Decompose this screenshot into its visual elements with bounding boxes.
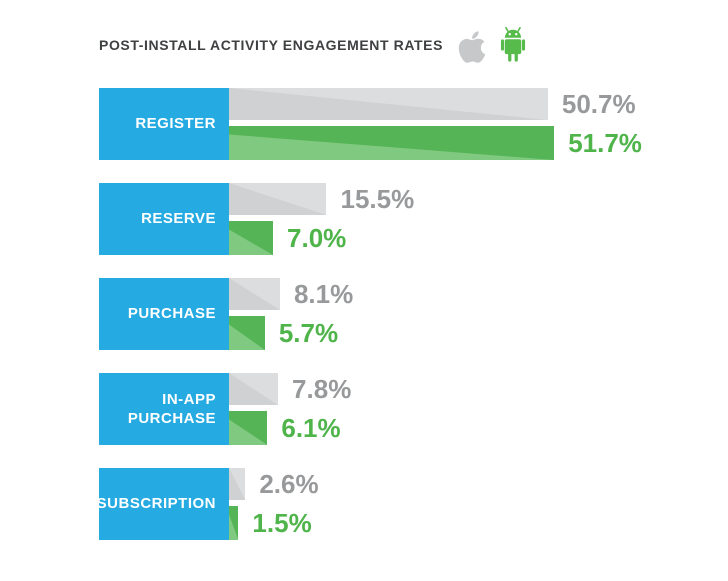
android-value-label: 51.7% bbox=[568, 128, 642, 158]
category-label-subscription: SUBSCRIPTION bbox=[96, 468, 229, 540]
android-bar-line: 7.0% bbox=[229, 221, 414, 255]
category-label-text: SUBSCRIPTION bbox=[96, 495, 216, 513]
android-bar-line: 1.5% bbox=[229, 506, 319, 540]
category-label-text: RESERVE bbox=[141, 210, 216, 228]
category-label-text: PURCHASE bbox=[127, 410, 216, 427]
apple-bar bbox=[229, 278, 280, 310]
bars-group: 7.8% 6.1% bbox=[229, 373, 351, 445]
category-label-register: REGISTER bbox=[99, 88, 229, 160]
apple-icon bbox=[457, 29, 487, 65]
bars-group: 8.1% 5.7% bbox=[229, 278, 353, 350]
chart-row-reserve: RESERVE 15.5% 7.0% bbox=[99, 183, 642, 255]
chart-row-in-app-purchase: IN-APP PURCHASE 7.8% 6.1% bbox=[99, 373, 642, 445]
bar-chart: REGISTER 50.7% 51.7% RESERVE 15.5% 7.0% PURCHA… bbox=[96, 88, 642, 563]
apple-bar bbox=[229, 183, 327, 215]
apple-value-label: 8.1% bbox=[293, 279, 354, 309]
apple-value-label: 2.6% bbox=[259, 469, 319, 499]
android-bar bbox=[229, 506, 239, 540]
android-value-label: 5.7% bbox=[278, 318, 339, 348]
apple-bar bbox=[229, 88, 548, 120]
category-label-in-app-purchase: IN-APP PURCHASE bbox=[99, 373, 229, 445]
apple-bar-line: 2.6% bbox=[229, 468, 319, 500]
chart-title: POST-INSTALL ACTIVITY ENGAGEMENT RATES bbox=[99, 37, 444, 53]
apple-value-label: 7.8% bbox=[292, 374, 352, 404]
android-bar bbox=[229, 221, 274, 255]
android-bar bbox=[229, 316, 265, 350]
android-value-label: 6.1% bbox=[281, 413, 341, 443]
category-label-purchase: PURCHASE bbox=[99, 278, 229, 350]
chart-row-subscription: SUBSCRIPTION 2.6% 1.5% bbox=[96, 468, 642, 540]
android-bar bbox=[229, 126, 555, 160]
apple-value-label: 15.5% bbox=[340, 184, 415, 214]
android-bar-line: 6.1% bbox=[229, 411, 351, 445]
apple-value-label: 50.7% bbox=[561, 89, 636, 119]
category-label-reserve: RESERVE bbox=[99, 183, 229, 255]
android-bar-line: 51.7% bbox=[229, 126, 642, 160]
category-label-text: IN-APP bbox=[162, 390, 216, 408]
chart-row-purchase: PURCHASE 8.1% 5.7% bbox=[99, 278, 642, 350]
android-bar-line: 5.7% bbox=[229, 316, 353, 350]
category-label-text: PURCHASE bbox=[127, 305, 216, 323]
bars-group: 15.5% 7.0% bbox=[229, 183, 414, 255]
apple-bar-line: 15.5% bbox=[229, 183, 414, 215]
android-value-label: 1.5% bbox=[252, 508, 312, 538]
chart-header: POST-INSTALL ACTIVITY ENGAGEMENT RATES bbox=[99, 24, 531, 66]
bars-group: 50.7% 51.7% bbox=[229, 88, 642, 160]
android-bar bbox=[229, 411, 268, 445]
android-value-label: 7.0% bbox=[287, 223, 347, 253]
platform-legend bbox=[457, 25, 531, 65]
chart-row-register: REGISTER 50.7% 51.7% bbox=[99, 88, 642, 160]
apple-bar-line: 50.7% bbox=[229, 88, 642, 120]
apple-bar bbox=[229, 468, 246, 500]
bars-group: 2.6% 1.5% bbox=[229, 468, 319, 540]
apple-bar-line: 8.1% bbox=[229, 278, 353, 310]
apple-bar bbox=[229, 373, 279, 405]
android-icon bbox=[495, 25, 531, 65]
category-label-text: REGISTER bbox=[135, 115, 216, 133]
apple-bar-line: 7.8% bbox=[229, 373, 351, 405]
